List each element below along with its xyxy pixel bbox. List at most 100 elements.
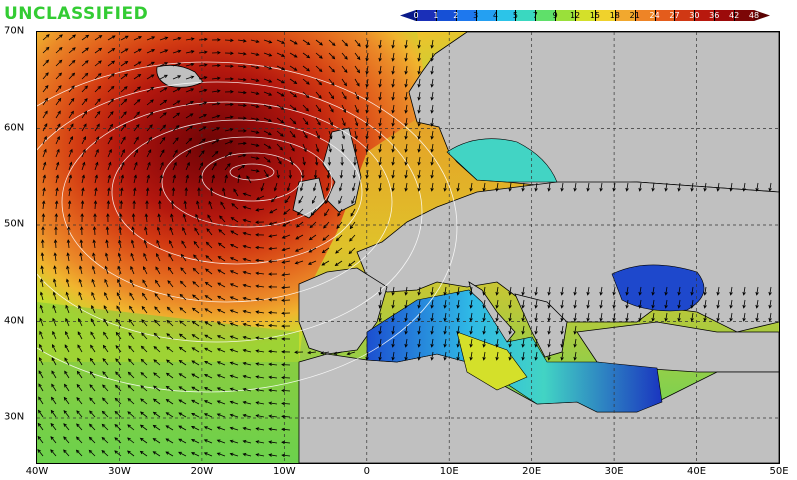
wind-arrow-head bbox=[141, 305, 146, 310]
map-canvas[interactable] bbox=[37, 32, 779, 463]
wind-arrow-head bbox=[217, 282, 221, 286]
wind-direction-arrow-icon bbox=[211, 139, 220, 145]
wind-direction-arrow-icon bbox=[81, 162, 85, 171]
wind-direction-arrow-icon bbox=[431, 351, 434, 360]
wind-direction-arrow-icon bbox=[94, 73, 102, 80]
wind-direction-arrow-icon bbox=[297, 208, 304, 216]
map-panel[interactable] bbox=[36, 31, 780, 464]
wind-arrow-head bbox=[255, 349, 260, 353]
wind-arrow-head bbox=[123, 111, 127, 115]
wind-direction-arrow-icon bbox=[154, 319, 161, 327]
wind-arrow-head bbox=[378, 70, 382, 75]
wind-arrow-head bbox=[281, 80, 285, 84]
wind-arrow-head bbox=[417, 57, 421, 62]
wind-arrow-head bbox=[316, 135, 320, 140]
wind-arrow-head bbox=[192, 267, 197, 272]
wind-arrow-head bbox=[179, 280, 184, 285]
wind-arrow-head bbox=[255, 245, 259, 250]
wind-direction-arrow-icon bbox=[205, 268, 213, 275]
wind-arrow-head bbox=[230, 77, 234, 81]
wind-direction-arrow-icon bbox=[522, 338, 525, 347]
wind-direction-arrow-icon bbox=[470, 299, 473, 308]
wind-arrow-head bbox=[124, 60, 129, 65]
wind-direction-arrow-icon bbox=[496, 299, 499, 308]
wind-arrow-head bbox=[190, 75, 195, 79]
wind-direction-arrow-icon bbox=[418, 169, 421, 178]
wind-direction-arrow-icon bbox=[40, 305, 44, 314]
wind-direction-arrow-icon bbox=[89, 437, 96, 444]
wind-direction-arrow-icon bbox=[717, 312, 720, 321]
wind-arrow-head bbox=[222, 187, 226, 192]
wind-direction-arrow-icon bbox=[89, 371, 96, 379]
wind-arrow-head bbox=[178, 425, 183, 429]
wind-arrow-head bbox=[547, 304, 551, 309]
wind-arrow-head bbox=[72, 34, 77, 38]
wind-direction-arrow-icon bbox=[405, 39, 408, 48]
wind-arrow-head bbox=[216, 374, 221, 378]
wind-arrow-head bbox=[508, 291, 512, 296]
wind-arrow-head bbox=[651, 317, 655, 322]
wind-direction-arrow-icon bbox=[256, 195, 265, 200]
wind-arrow-head bbox=[127, 384, 132, 389]
wind-arrow-head bbox=[534, 291, 538, 296]
wind-direction-arrow-icon bbox=[154, 333, 161, 340]
wind-direction-arrow-icon bbox=[117, 279, 122, 288]
wind-arrow-head bbox=[42, 187, 46, 192]
wind-arrow-head bbox=[703, 304, 707, 309]
wind-arrow-head bbox=[158, 187, 163, 191]
wind-direction-arrow-icon bbox=[55, 72, 62, 80]
wind-direction-arrow-icon bbox=[146, 99, 154, 106]
colorbar-cell bbox=[614, 10, 635, 21]
wind-direction-arrow-icon bbox=[115, 398, 122, 405]
wind-direction-arrow-icon bbox=[146, 49, 155, 54]
wind-arrow-head bbox=[391, 343, 395, 348]
wind-arrow-head bbox=[57, 110, 61, 115]
wind-direction-arrow-icon bbox=[120, 73, 128, 80]
wind-arrow-head bbox=[63, 409, 67, 414]
wind-arrow-head bbox=[242, 270, 247, 275]
wind-direction-arrow-icon bbox=[127, 424, 135, 431]
colorbar-cell bbox=[694, 10, 715, 21]
wind-arrow-head bbox=[242, 296, 247, 301]
wind-arrow-head bbox=[378, 343, 382, 348]
wind-arrow-head bbox=[417, 174, 421, 179]
wind-direction-arrow-icon bbox=[128, 358, 135, 366]
wind-direction-arrow-icon bbox=[144, 227, 148, 236]
wind-direction-arrow-icon bbox=[107, 200, 109, 210]
wind-arrow-head bbox=[217, 269, 222, 273]
wind-arrow-head bbox=[56, 148, 60, 153]
wind-arrow-head bbox=[482, 330, 486, 335]
wind-arrow-head bbox=[150, 99, 154, 103]
wind-direction-arrow-icon bbox=[115, 358, 122, 366]
wind-direction-arrow-icon bbox=[193, 254, 200, 262]
wind-arrow-head bbox=[192, 281, 197, 285]
wind-direction-arrow-icon bbox=[282, 221, 291, 227]
wind-arrow-head bbox=[690, 317, 694, 322]
colorbar-tick-label: 18 bbox=[609, 11, 620, 20]
wind-arrow-head bbox=[242, 52, 247, 56]
wind-direction-arrow-icon bbox=[268, 312, 278, 314]
wind-arrow-head bbox=[343, 82, 348, 87]
wind-direction-arrow-icon bbox=[140, 424, 148, 431]
wind-direction-arrow-icon bbox=[457, 299, 460, 308]
wind-direction-arrow-icon bbox=[483, 351, 486, 360]
wind-direction-arrow-icon bbox=[172, 175, 176, 184]
wind-direction-arrow-icon bbox=[366, 117, 369, 126]
wind-direction-arrow-icon bbox=[307, 351, 317, 354]
wind-direction-arrow-icon bbox=[178, 451, 187, 457]
wind-direction-arrow-icon bbox=[172, 149, 178, 158]
wind-arrow-head bbox=[152, 411, 157, 416]
wind-arrow-head bbox=[612, 291, 616, 296]
wind-arrow-head bbox=[337, 212, 341, 217]
wind-arrow-head bbox=[191, 307, 196, 312]
wind-arrow-head bbox=[404, 44, 408, 49]
wind-arrow-head bbox=[77, 357, 81, 362]
wind-arrow-head bbox=[110, 85, 115, 90]
wind-direction-arrow-icon bbox=[182, 227, 187, 236]
wind-direction-arrow-icon bbox=[141, 319, 148, 327]
wind-arrow-head bbox=[690, 187, 694, 192]
wind-arrow-head bbox=[742, 187, 746, 192]
wind-arrow-head bbox=[55, 174, 59, 179]
wind-direction-arrow-icon bbox=[180, 267, 187, 275]
wind-direction-arrow-icon bbox=[42, 47, 50, 54]
